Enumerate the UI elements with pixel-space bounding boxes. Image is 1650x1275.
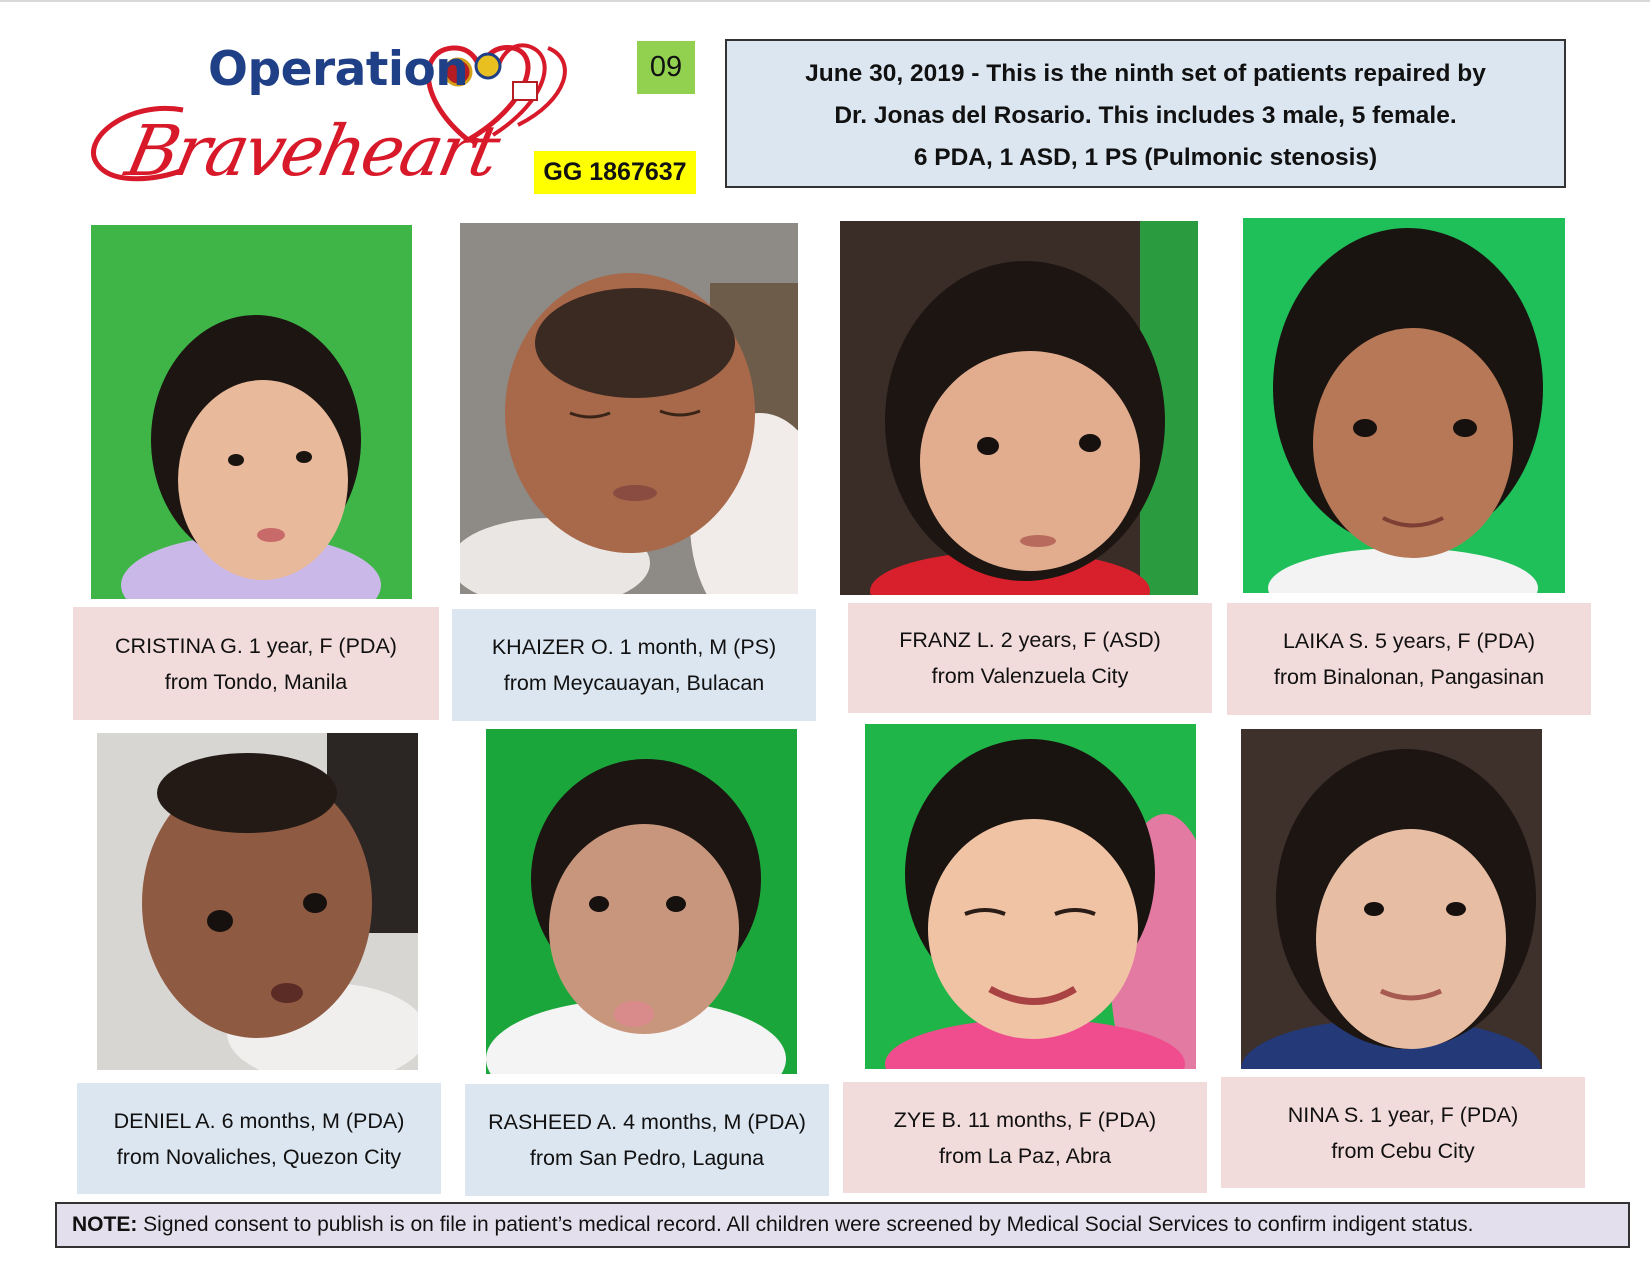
caption-line-2: from Novaliches, Quezon City (116, 1144, 402, 1169)
caption-line-2: from San Pedro, Laguna (529, 1146, 765, 1170)
summary-line-1: June 30, 2019 - This is the ninth set of… (805, 60, 1486, 87)
caption-khaizer: KHAIZER O. 1 month, M (PS) from Meycauay… (452, 609, 816, 721)
summary-line-2: Dr. Jonas del Rosario. This includes 3 m… (834, 102, 1457, 129)
patient-photo-deniel (97, 733, 418, 1070)
patient-photo-cristina (91, 225, 412, 599)
patient-photo-rasheed (486, 729, 797, 1074)
note-text: Signed consent to publish is on file in … (137, 1213, 1474, 1236)
caption-zye: ZYE B. 11 months, F (PDA) from La Paz, A… (843, 1082, 1207, 1193)
logo-word-braveheart: Braveheart (119, 110, 505, 192)
caption-cristina: CRISTINA G. 1 year, F (PDA) from Tondo, … (73, 607, 439, 720)
patient-photo-nina (1241, 729, 1542, 1069)
caption-line-2: from Valenzuela City (931, 664, 1129, 688)
caption-laika: LAIKA S. 5 years, F (PDA) from Binalonan… (1227, 603, 1591, 715)
patient-photo-zye (865, 724, 1196, 1069)
patient-photo-laika (1243, 218, 1565, 593)
patient-photo-khaizer (460, 223, 798, 594)
caption-line-1: NINA S. 1 year, F (PDA) (1287, 1102, 1519, 1127)
caption-deniel: DENIEL A. 6 months, M (PDA) from Novalic… (77, 1083, 441, 1194)
caption-line-1: ZYE B. 11 months, F (PDA) (893, 1107, 1157, 1132)
consent-note: NOTE: Signed consent to publish is on fi… (55, 1202, 1630, 1248)
logo-hearts-graphic (91, 43, 567, 182)
grant-code-badge: GG 1867637 (534, 151, 696, 194)
caption-nina: NINA S. 1 year, F (PDA) from Cebu City (1221, 1077, 1585, 1188)
operation-braveheart-logo: Operation Braveheart (88, 30, 598, 205)
top-rule (0, 0, 1650, 2)
caption-line-2: from Cebu City (1331, 1138, 1475, 1163)
summary-box: June 30, 2019 - This is the ninth set of… (725, 39, 1566, 188)
caption-line-2: from Meycauayan, Bulacan (503, 671, 765, 695)
summary-line-3: 6 PDA, 1 ASD, 1 PS (Pulmonic stenosis) (913, 144, 1378, 171)
caption-rasheed: RASHEED A. 4 months, M (PDA) from San Pe… (465, 1084, 829, 1196)
caption-franz: FRANZ L. 2 years, F (ASD) from Valenzuel… (848, 603, 1212, 713)
caption-line-1: KHAIZER O. 1 month, M (PS) (491, 635, 777, 659)
caption-line-1: CRISTINA G. 1 year, F (PDA) (115, 633, 397, 658)
logo-word-operation: Operation (208, 42, 469, 97)
caption-line-1: RASHEED A. 4 months, M (PDA) (488, 1110, 806, 1134)
caption-line-2: from Binalonan, Pangasinan (1273, 665, 1545, 689)
caption-line-1: FRANZ L. 2 years, F (ASD) (899, 628, 1161, 652)
caption-line-1: DENIEL A. 6 months, M (PDA) (113, 1108, 405, 1133)
note-label: NOTE: (72, 1213, 138, 1236)
caption-line-2: from Tondo, Manila (164, 669, 348, 694)
set-number-badge: 09 (637, 41, 695, 94)
caption-line-1: LAIKA S. 5 years, F (PDA) (1282, 629, 1536, 653)
caption-line-2: from La Paz, Abra (938, 1143, 1112, 1168)
patient-photo-franz (840, 221, 1198, 595)
